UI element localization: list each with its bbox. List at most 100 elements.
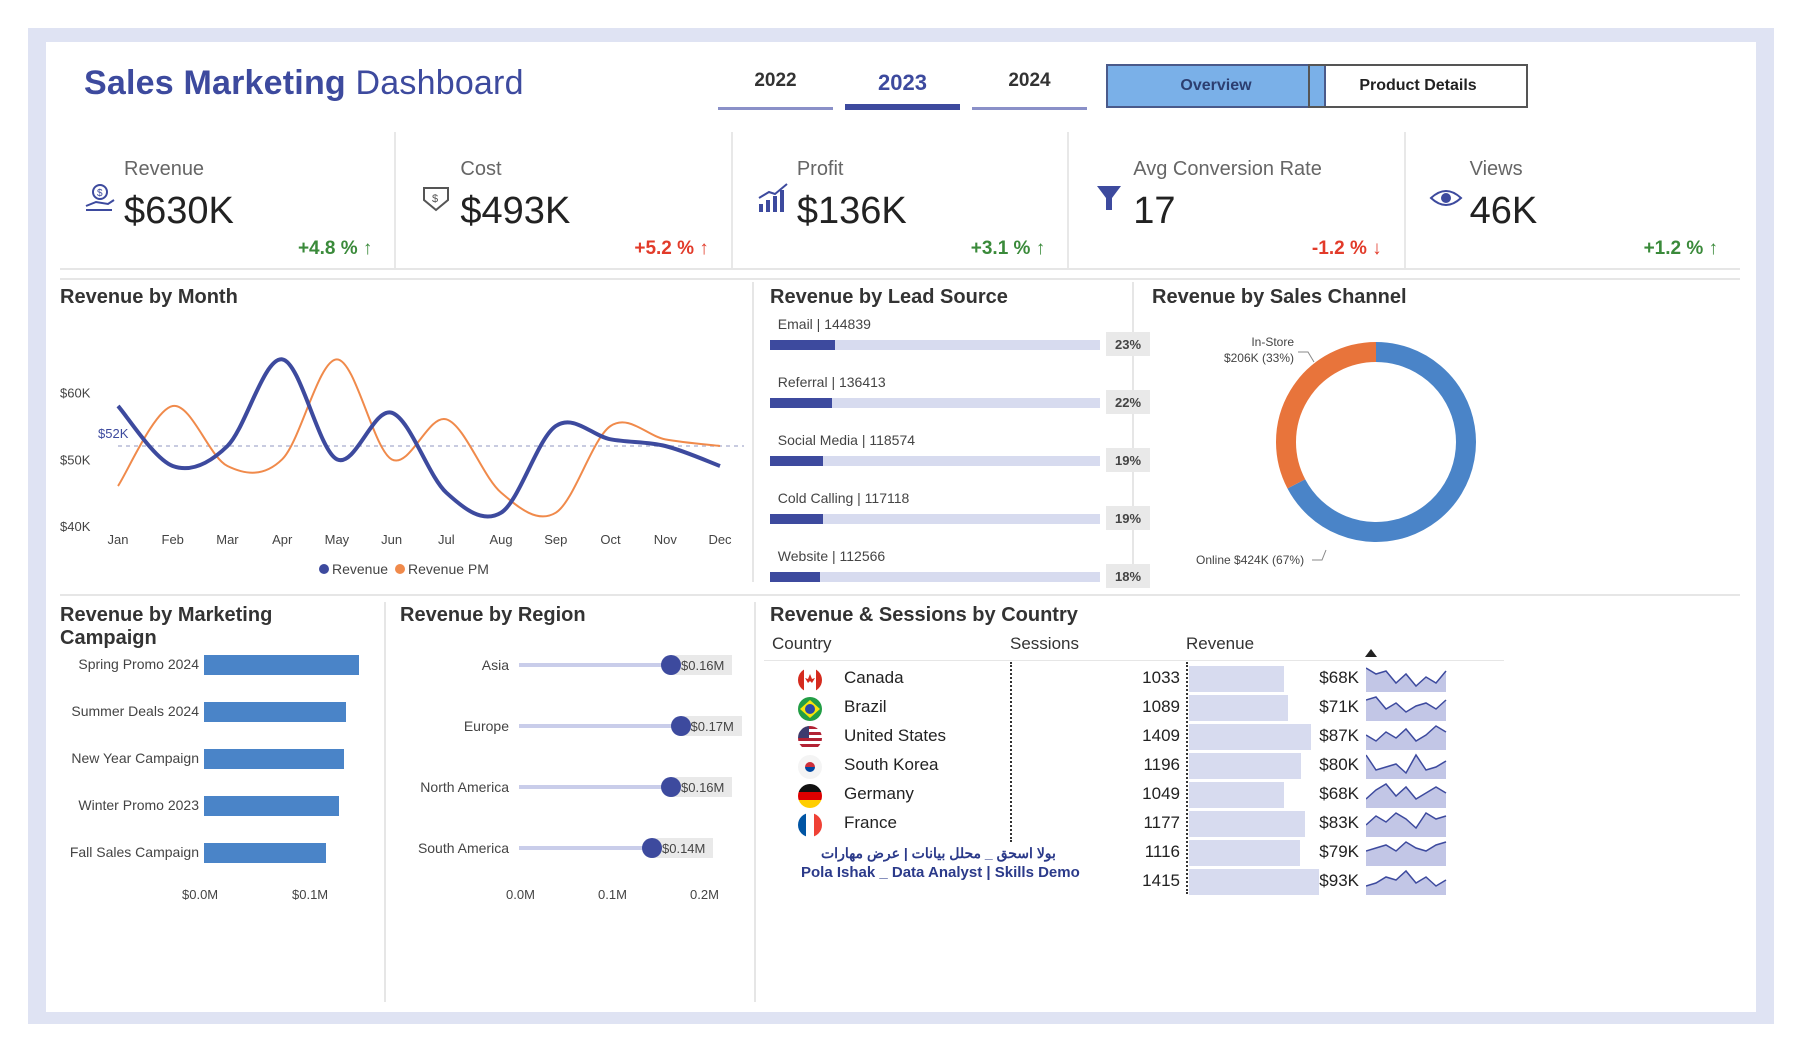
table-row[interactable]: Germany [764, 782, 1004, 808]
sessions-cell: 1177 [1064, 811, 1180, 837]
kpi-value: 17 [1133, 190, 1176, 232]
region-track [519, 785, 671, 789]
country-name: Germany [844, 784, 914, 803]
leader-line [1298, 351, 1315, 363]
revenue-bar [1189, 695, 1289, 721]
money-hand-icon: $ [85, 184, 115, 211]
page-title: Sales Marketing Dashboard [84, 64, 524, 103]
campaign-label: Fall Sales Campaign [69, 844, 199, 860]
column-divider [1010, 662, 1012, 842]
x-tick-label: May [325, 532, 350, 547]
sessions-cell: 1409 [1064, 724, 1180, 750]
col-header-sessions[interactable]: Sessions [1010, 634, 1079, 653]
campaign-row[interactable]: Summer Deals 2024 [54, 702, 374, 722]
sales-channel-donut: In-Store $206K (33%) Online $424K (67%) [1196, 335, 1476, 567]
table-row[interactable]: Canada [764, 666, 1004, 692]
divider [1132, 282, 1134, 582]
region-row[interactable]: South America $0.14M [394, 836, 754, 860]
campaign-row[interactable]: New Year Campaign [54, 749, 374, 769]
country-name: South Korea [844, 755, 939, 774]
sparkline-line [1366, 753, 1447, 775]
x-tick-label: Apr [272, 532, 293, 547]
tab-2023[interactable]: 2023 [845, 70, 960, 110]
table-row[interactable]: Brazil [764, 695, 1004, 721]
revenue-cell: $83K [1189, 811, 1364, 837]
sparkline-line [1366, 869, 1447, 887]
revenue-sparkline [1366, 841, 1447, 866]
series-line-revenue-pm [117, 358, 721, 518]
lead-source-row[interactable]: Cold Calling | 117118 19% [770, 490, 1150, 530]
col-header-country[interactable]: Country [772, 634, 832, 653]
tab-2024[interactable]: 2024 [972, 70, 1087, 110]
kpi-label: Profit [796, 158, 844, 180]
y-tick-label: $40K [60, 519, 91, 534]
lead-source-label: Website | 112566 [770, 548, 886, 564]
kpi-delta: -1.2 % ↓ [1311, 238, 1382, 259]
country-name: United States [844, 726, 947, 745]
sort-up-icon[interactable] [1364, 648, 1378, 658]
lead-source-bar [770, 514, 824, 524]
x-tick-label: Jan [108, 532, 129, 547]
lead-source-row[interactable]: Social Media | 118574 19% [770, 432, 1150, 472]
sparkline-area [1366, 813, 1446, 837]
reference-label: $52K [98, 426, 129, 441]
sessions-value: 1089 [1142, 697, 1180, 716]
region-label: South America [417, 840, 509, 856]
revenue-sparkline [1366, 811, 1447, 837]
revenue-sparkline [1366, 725, 1447, 750]
region-track [519, 663, 671, 667]
region-row[interactable]: Asia $0.16M [394, 653, 754, 677]
region-row[interactable]: North America $0.16M [394, 775, 754, 799]
kpi-strip: $ Revenue $630K +4.8 % ↑ $ Cost $493K +5… [60, 132, 1740, 270]
lead-source-panel: Revenue by Lead Source Email | 144839 23%… [764, 282, 1150, 588]
sessions-value: 1177 [1143, 813, 1180, 832]
region-label: North America [420, 779, 509, 795]
campaign-row[interactable]: Winter Promo 2023 [54, 796, 374, 816]
column-divider [1186, 662, 1188, 894]
eye-icon [1429, 190, 1463, 206]
donut-slice-in-store[interactable] [1276, 342, 1377, 489]
campaign-bar [204, 702, 346, 722]
sparkline-line [1366, 667, 1447, 688]
legend-label: Revenue PM [408, 561, 489, 577]
donut-slice-online[interactable] [1287, 342, 1476, 542]
lead-source-label: Social Media | 118574 [770, 432, 916, 448]
revenue-sparkline [1366, 696, 1447, 721]
flag-brazil-icon [798, 697, 822, 721]
revenue-bar [1189, 840, 1300, 866]
region-row[interactable]: Europe $0.17M [394, 714, 754, 738]
campaign-label: New Year Campaign [71, 750, 199, 766]
col-header-revenue[interactable]: Revenue [1186, 634, 1255, 653]
lead-source-percent: 19% [1106, 506, 1150, 530]
campaign-bar [204, 843, 326, 863]
svg-text:$: $ [432, 193, 438, 205]
lead-source-percent: 19% [1106, 448, 1150, 472]
sessions-cell: 1415 [1064, 869, 1180, 895]
y-tick-label: $60K [60, 386, 91, 401]
sparkline-line [1366, 783, 1447, 800]
campaign-row[interactable]: Spring Promo 2024 [54, 655, 374, 675]
region-value-label: $0.17M [682, 716, 742, 736]
revenue-value: $93K [1319, 871, 1359, 890]
region-value-label: $0.14M [654, 838, 714, 858]
tab-2022[interactable]: 2022 [718, 70, 833, 110]
lead-source-row[interactable]: Referral | 136413 22% [770, 374, 1150, 414]
overview-button[interactable]: Overview [1106, 64, 1326, 108]
product-details-button[interactable]: Product Details [1308, 64, 1528, 108]
table-row[interactable]: France [764, 811, 1004, 837]
panel-title: Revenue by Sales Channel [1152, 286, 1407, 308]
revenue-value: $83K [1319, 813, 1359, 832]
lead-source-row[interactable]: Website | 112566 18% [770, 548, 1150, 588]
revenue-bar [1189, 753, 1301, 779]
sessions-cell: 1049 [1064, 782, 1180, 808]
table-row[interactable]: South Korea [764, 753, 1004, 779]
lead-source-row[interactable]: Email | 144839 23% [770, 316, 1150, 356]
table-row[interactable]: United States [764, 724, 1004, 750]
x-tick-label: Sep [544, 532, 567, 547]
legend-marker [395, 564, 405, 574]
lead-source-bar [770, 456, 824, 466]
campaign-row[interactable]: Fall Sales Campaign [54, 843, 374, 863]
donut-label-instore-value: $206K (33%) [1224, 351, 1294, 365]
sparkline-area [1366, 668, 1446, 692]
sparkline-line [1366, 696, 1447, 713]
